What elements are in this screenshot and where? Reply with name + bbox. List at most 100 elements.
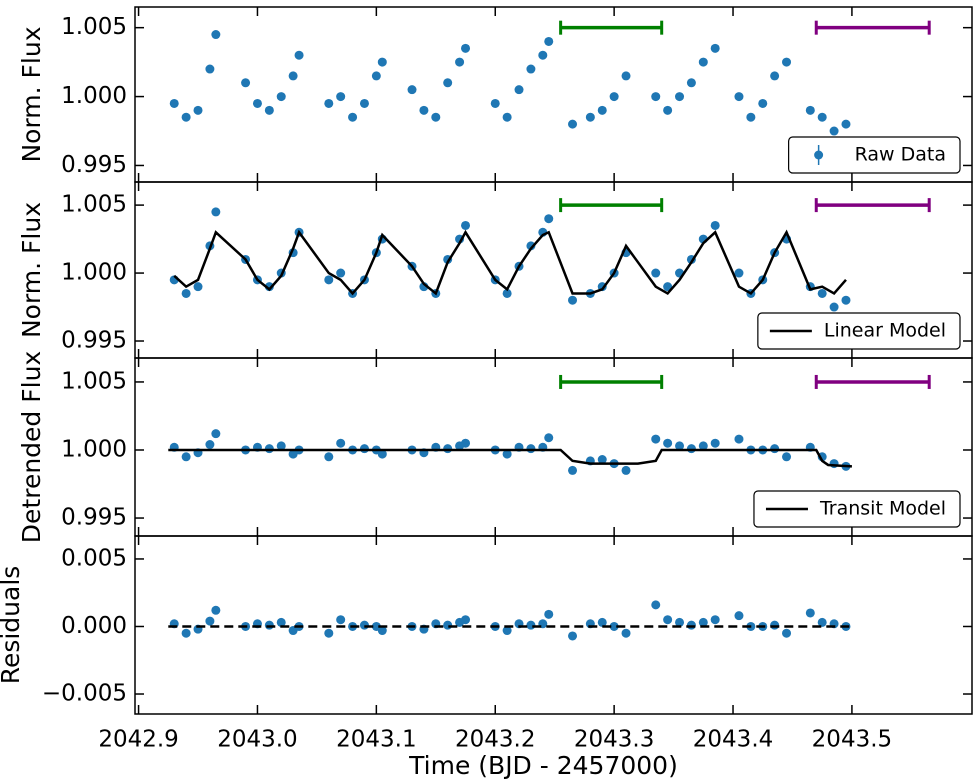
- data-point: [710, 438, 720, 448]
- y-axis-label: Detrended Flux: [17, 351, 46, 543]
- data-point: [663, 615, 673, 625]
- data-point: [526, 444, 536, 454]
- plot-frame: [134, 535, 973, 715]
- y-tick-label: 1.005: [61, 192, 127, 218]
- data-point: [782, 452, 792, 462]
- data-point: [264, 620, 274, 630]
- data-point: [294, 50, 304, 60]
- data-point: [526, 64, 536, 74]
- data-point: [502, 449, 512, 459]
- data-point: [324, 452, 334, 462]
- data-point: [663, 105, 673, 115]
- data-point: [686, 78, 696, 88]
- data-point: [651, 268, 661, 278]
- y-tick-label: 1.000: [61, 436, 127, 462]
- data-point: [817, 617, 827, 627]
- data-point: [734, 268, 744, 278]
- data-point: [829, 459, 839, 469]
- data-point: [538, 50, 548, 60]
- data-point: [770, 444, 780, 454]
- y-tick-label: 1.005: [61, 14, 127, 40]
- data-point: [758, 98, 768, 108]
- data-point: [782, 57, 792, 67]
- data-point: [597, 105, 607, 115]
- data-point: [324, 628, 334, 638]
- data-point: [698, 441, 708, 451]
- data-point: [568, 465, 578, 475]
- data-point: [675, 92, 685, 102]
- data-point: [514, 85, 524, 95]
- y-tick-label: 0.005: [61, 545, 127, 571]
- y-tick-label: 0.995: [61, 328, 127, 354]
- model-line: [168, 448, 852, 468]
- data-point: [544, 36, 554, 46]
- data-point: [502, 112, 512, 122]
- data-point: [359, 620, 369, 630]
- data-point: [193, 282, 203, 292]
- data-point: [746, 112, 756, 122]
- data-point: [455, 57, 465, 67]
- data-point: [461, 615, 471, 625]
- data-point: [651, 92, 661, 102]
- data-point: [276, 617, 286, 627]
- data-point: [585, 112, 595, 122]
- data-point: [348, 112, 358, 122]
- data-point: [568, 295, 578, 305]
- data-point: [841, 295, 851, 305]
- data-point: [181, 288, 191, 298]
- data-point: [211, 605, 221, 615]
- data-point: [377, 57, 387, 67]
- data-point: [526, 620, 536, 630]
- y-tick-label: 1.005: [61, 368, 127, 394]
- y-tick-label: −0.005: [42, 681, 127, 707]
- data-point: [502, 626, 512, 636]
- data-point: [609, 621, 619, 631]
- data-point: [407, 85, 417, 95]
- data-point: [841, 119, 851, 129]
- data-point: [264, 105, 274, 115]
- legend-box: [757, 312, 961, 350]
- data-point: [770, 620, 780, 630]
- data-point: [276, 441, 286, 451]
- x-tick-label: 2043.4: [693, 727, 773, 753]
- data-point: [770, 71, 780, 81]
- data-point: [568, 631, 578, 641]
- data-point: [205, 64, 215, 74]
- y-tick-label: 0.000: [61, 613, 127, 639]
- x-tick-label: 2043.0: [217, 727, 297, 753]
- data-point: [443, 78, 453, 88]
- data-point: [805, 608, 815, 618]
- data-point: [597, 617, 607, 627]
- data-point: [264, 444, 274, 454]
- data-point: [734, 611, 744, 621]
- data-point: [193, 105, 203, 115]
- data-point: [651, 434, 661, 444]
- data-point: [544, 609, 554, 619]
- data-point: [782, 628, 792, 638]
- data-point: [686, 620, 696, 630]
- data-point: [336, 615, 346, 625]
- data-point: [324, 275, 334, 285]
- data-point: [544, 214, 554, 224]
- model-line: [173, 229, 847, 296]
- data-point: [211, 207, 221, 217]
- data-point: [252, 98, 262, 108]
- data-point: [526, 241, 536, 251]
- legend-label: Transit Model: [819, 498, 946, 520]
- data-point: [734, 92, 744, 102]
- x-axis-label: Time (BJD - 2457000): [408, 751, 678, 780]
- legend-label: Linear Model: [824, 320, 946, 342]
- y-axis-label: Norm. Flux: [17, 26, 46, 162]
- x-tick-label: 2043.3: [574, 727, 654, 753]
- data-point: [276, 92, 286, 102]
- data-point: [490, 98, 500, 108]
- data-point: [609, 92, 619, 102]
- data-point: [829, 126, 839, 136]
- data-point: [805, 105, 815, 115]
- data-point: [419, 105, 429, 115]
- data-point: [621, 465, 631, 475]
- data-point: [377, 626, 387, 636]
- data-point: [241, 78, 251, 88]
- data-point: [663, 438, 673, 448]
